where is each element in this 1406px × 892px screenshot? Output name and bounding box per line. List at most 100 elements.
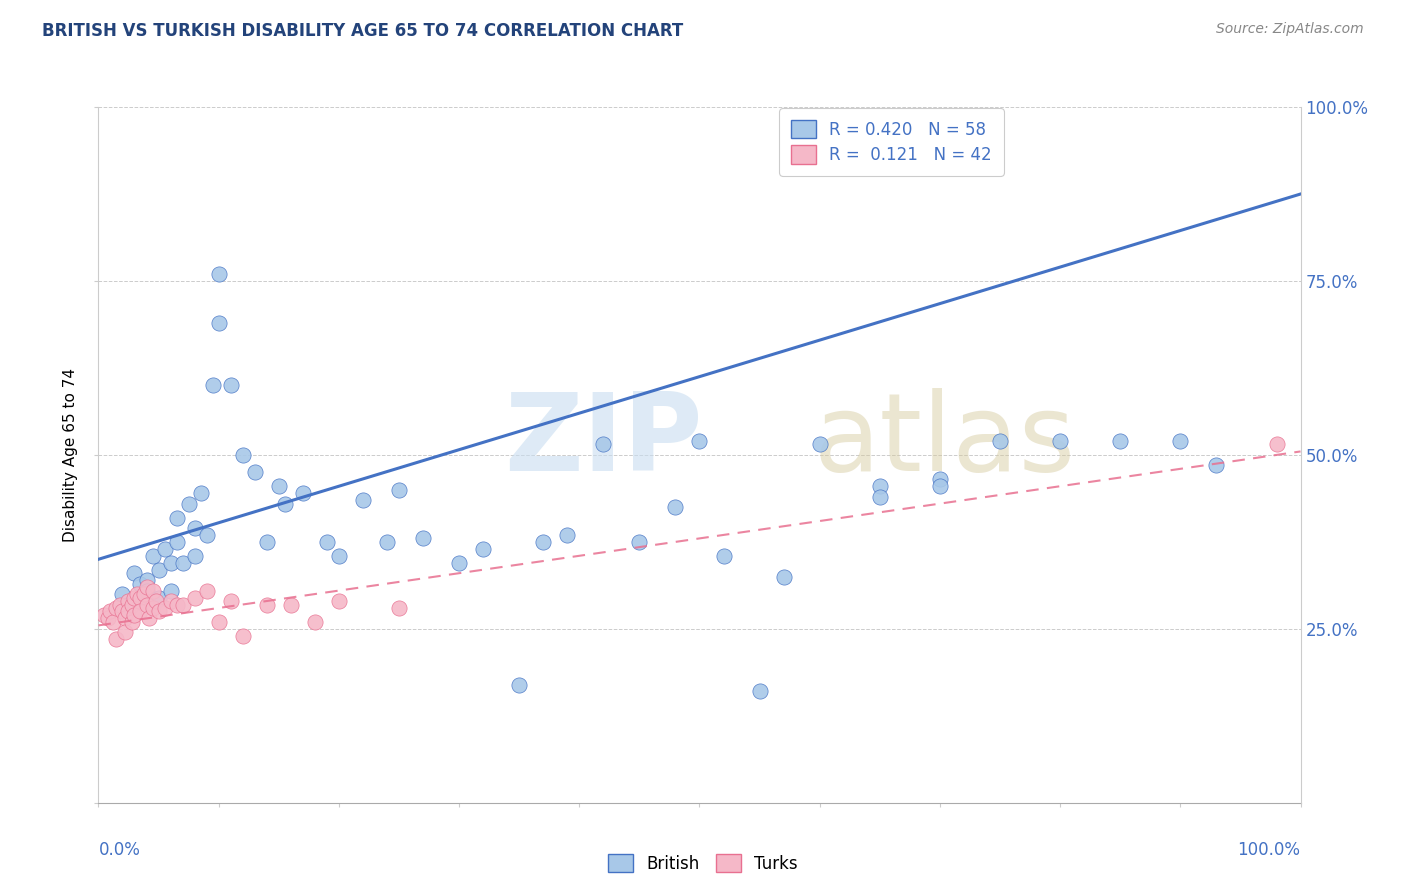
Text: BRITISH VS TURKISH DISABILITY AGE 65 TO 74 CORRELATION CHART: BRITISH VS TURKISH DISABILITY AGE 65 TO … [42, 22, 683, 40]
Point [153, 601, 176, 615]
Legend: British, Turks: British, Turks [602, 847, 804, 880]
Point [274, 497, 297, 511]
Point [129, 576, 152, 591]
Point [141, 549, 163, 563]
Point [291, 486, 314, 500]
Point [208, 316, 231, 330]
Point [1049, 434, 1071, 448]
Point [166, 535, 188, 549]
Point [304, 615, 326, 629]
Point [508, 677, 530, 691]
Point [117, 605, 139, 619]
Point [195, 583, 218, 598]
Point [166, 510, 188, 524]
Point [190, 486, 212, 500]
Point [183, 549, 205, 563]
Text: 100.0%: 100.0% [1237, 841, 1301, 859]
Point [177, 497, 200, 511]
Point [664, 500, 686, 514]
Text: ZIP: ZIP [505, 388, 703, 494]
Point [114, 611, 136, 625]
Point [208, 267, 231, 281]
Point [195, 528, 218, 542]
Point [117, 594, 139, 608]
Point [124, 566, 146, 581]
Point [208, 615, 231, 629]
Point [166, 598, 188, 612]
Point [592, 437, 614, 451]
Point [328, 594, 350, 608]
Y-axis label: Disability Age 65 to 74: Disability Age 65 to 74 [63, 368, 79, 542]
Point [153, 541, 176, 556]
Point [315, 535, 337, 549]
Point [713, 549, 735, 563]
Point [243, 466, 266, 480]
Point [928, 479, 950, 493]
Point [1205, 458, 1227, 473]
Point [114, 625, 136, 640]
Point [472, 541, 495, 556]
Point [988, 434, 1011, 448]
Point [148, 605, 170, 619]
Point [628, 535, 651, 549]
Point [928, 472, 950, 486]
Point [447, 556, 470, 570]
Point [267, 479, 290, 493]
Point [121, 598, 143, 612]
Point [808, 437, 831, 451]
Point [135, 573, 157, 587]
Point [375, 535, 398, 549]
Point [117, 598, 139, 612]
Point [105, 632, 128, 647]
Point [111, 587, 134, 601]
Point [555, 528, 578, 542]
Point [93, 607, 115, 622]
Point [183, 591, 205, 605]
Point [183, 521, 205, 535]
Point [748, 684, 770, 698]
Legend: R = 0.420   N = 58, R =  0.121   N = 42: R = 0.420 N = 58, R = 0.121 N = 42 [779, 109, 1004, 176]
Point [141, 601, 163, 615]
Point [328, 549, 350, 563]
Point [111, 605, 134, 619]
Point [148, 563, 170, 577]
Text: Source: ZipAtlas.com: Source: ZipAtlas.com [1216, 22, 1364, 37]
Point [159, 583, 181, 598]
Point [132, 587, 155, 601]
Point [256, 535, 278, 549]
Point [219, 594, 242, 608]
Point [129, 605, 152, 619]
Point [280, 598, 302, 612]
Point [159, 594, 181, 608]
Point [1109, 434, 1132, 448]
Point [772, 570, 794, 584]
Point [100, 605, 122, 619]
Point [1265, 437, 1288, 451]
Point [124, 607, 146, 622]
Text: atlas: atlas [814, 388, 1076, 494]
Point [219, 378, 242, 392]
Point [135, 580, 157, 594]
Point [141, 583, 163, 598]
Point [172, 598, 194, 612]
Point [159, 556, 181, 570]
Point [1170, 434, 1192, 448]
Point [108, 598, 131, 612]
Point [135, 598, 157, 612]
Point [869, 490, 891, 504]
Point [232, 629, 254, 643]
Point [388, 601, 411, 615]
Text: 0.0%: 0.0% [98, 841, 141, 859]
Point [232, 448, 254, 462]
Point [256, 598, 278, 612]
Point [101, 615, 124, 629]
Point [201, 378, 224, 392]
Point [125, 587, 148, 601]
Point [138, 611, 160, 625]
Point [388, 483, 411, 497]
Point [145, 594, 167, 608]
Point [121, 615, 143, 629]
Point [135, 583, 157, 598]
Point [412, 532, 434, 546]
Point [869, 479, 891, 493]
